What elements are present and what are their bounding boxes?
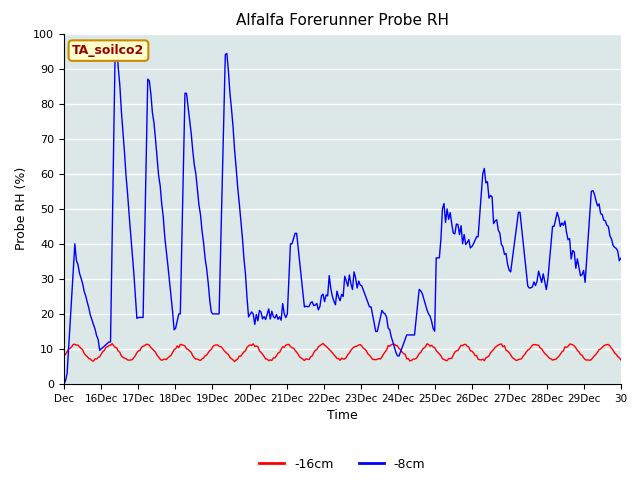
X-axis label: Time: Time (327, 409, 358, 422)
Legend: -16cm, -8cm: -16cm, -8cm (254, 453, 430, 476)
Y-axis label: Probe RH (%): Probe RH (%) (15, 167, 28, 251)
Title: Alfalfa Forerunner Probe RH: Alfalfa Forerunner Probe RH (236, 13, 449, 28)
Text: TA_soilco2: TA_soilco2 (72, 44, 145, 57)
